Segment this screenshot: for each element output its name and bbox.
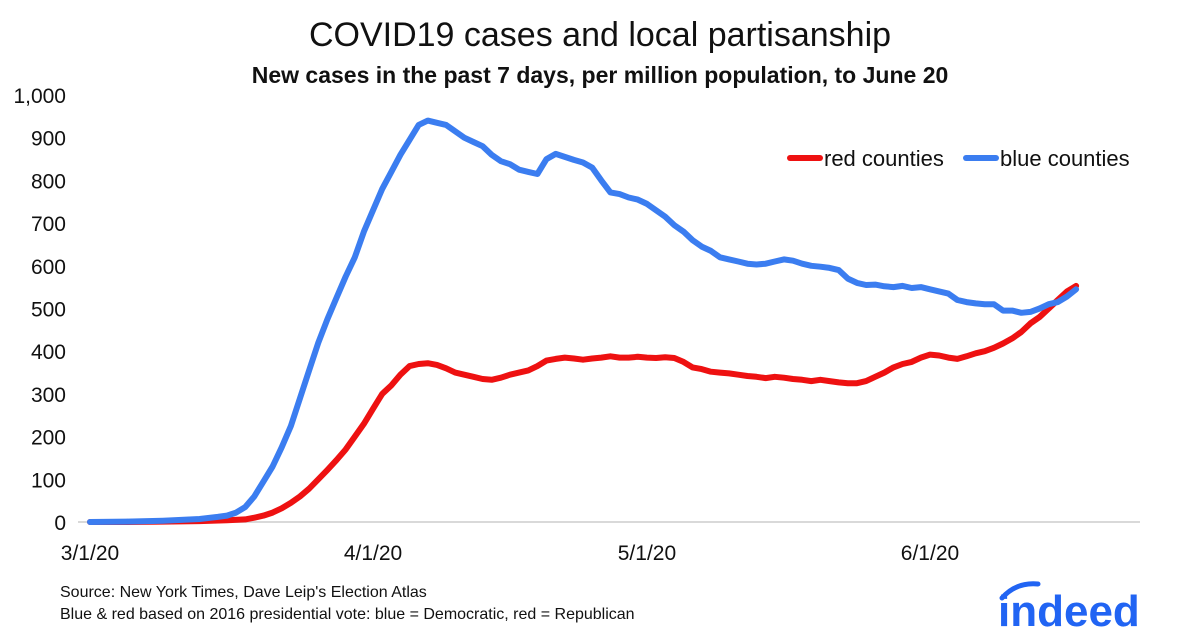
chart-title: COVID19 cases and local partisanship <box>308 16 892 54</box>
x-tick-label: 3/1/20 <box>61 542 119 565</box>
y-tick-label: 200 <box>31 427 66 450</box>
y-axis-ticks: 0 100 200 300 400 500 600 700 800 900 1,000 <box>13 85 66 535</box>
y-tick-label: 500 <box>31 299 66 322</box>
x-tick-label: 4/1/20 <box>344 542 402 565</box>
y-tick-label: 800 <box>31 170 66 193</box>
y-tick-label: 600 <box>31 256 66 279</box>
y-tick-label: 400 <box>31 341 66 364</box>
logo-arc <box>999 581 1041 601</box>
y-tick-label: 300 <box>31 384 66 407</box>
y-tick-label: 700 <box>31 213 66 236</box>
chart-subtitle: New cases in the past 7 days, per millio… <box>251 62 949 88</box>
logo-text: indeed <box>998 587 1140 636</box>
y-tick-label: 0 <box>54 512 66 535</box>
legend: red counties blue counties <box>787 146 1130 171</box>
indeed-logo: indeed <box>998 581 1140 636</box>
y-tick-label: 1,000 <box>13 85 66 108</box>
footer-note: Blue & red based on 2016 presidential vo… <box>60 606 635 623</box>
series-line-blue-counties <box>87 117 1080 525</box>
y-tick-label: 100 <box>31 469 66 492</box>
x-tick-label: 5/1/20 <box>618 542 676 565</box>
y-tick-label: 900 <box>31 128 66 151</box>
legend-label-red-counties: red counties <box>824 146 944 171</box>
legend-label-blue-counties: blue counties <box>1000 146 1130 171</box>
series-line-red-counties <box>87 282 1080 525</box>
series-lines <box>87 117 1080 525</box>
footer-source: Source: New York Times, Dave Leip's Elec… <box>60 584 427 601</box>
x-axis-ticks: 3/1/20 4/1/20 5/1/20 6/1/20 <box>61 542 959 565</box>
x-tick-label: 6/1/20 <box>901 542 959 565</box>
